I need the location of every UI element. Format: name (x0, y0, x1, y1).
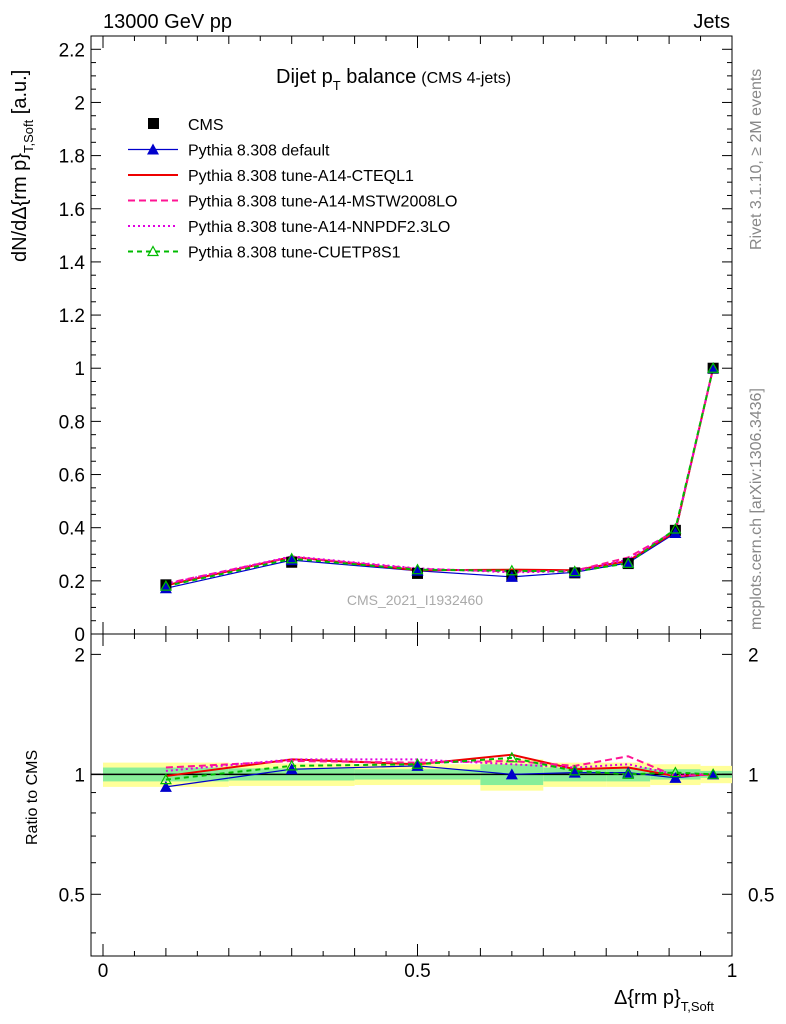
y-tick-label: 2.2 (59, 40, 85, 61)
series-line-ratio (165, 753, 714, 778)
legend-label: Pythia 8.308 tune-A14-NNPDF2.3LO (188, 219, 450, 236)
y-tick-label: 1 (74, 359, 85, 380)
series-markers (159, 361, 720, 792)
ratio-tick-label: 0.5 (59, 885, 85, 906)
header-left: 13000 GeV pp (103, 11, 232, 33)
data-point-open-triangle (159, 579, 172, 591)
legend-label: Pythia 8.308 default (188, 143, 330, 160)
analysis-watermark: CMS_2021_I1932460 (347, 592, 483, 608)
legend: CMS Pythia 8.308 default Pythia 8.308 tune… (128, 117, 457, 262)
data-point-open-triangle (411, 758, 424, 769)
series-line-main (165, 368, 714, 589)
data-point-triangle (568, 566, 581, 578)
data-point-triangle (411, 564, 424, 576)
series-lines (165, 367, 715, 788)
data-point-open-triangle (146, 245, 160, 257)
legend-label: Pythia 8.308 tune-A14-CTEQL1 (188, 168, 414, 185)
chart-title: Dijet pT balance (CMS 4-jets) (276, 66, 511, 93)
data-point-triangle (669, 771, 682, 783)
data-point-open-triangle (285, 552, 298, 564)
rivet-label: Rivet 3.1.10, ≥ 2M events (748, 69, 765, 250)
ratio-y-axis-label: Ratio to CMS (24, 750, 41, 845)
y-axis-label: dN/dΔ{rm p}T,Soft [a.u.] (9, 70, 36, 262)
data-point-triangle (622, 556, 635, 568)
series-line-ratio (165, 756, 714, 781)
series-line-main (165, 367, 715, 587)
ratio-tick-label-right: 1 (748, 765, 759, 786)
x-tick-label: 1 (727, 961, 738, 982)
data-point-open-triangle (707, 361, 720, 373)
data-point-open-triangle (707, 768, 720, 779)
data-point-open-triangle (505, 751, 518, 763)
data-point-open-triangle (622, 768, 635, 779)
legend-marker-cms (148, 118, 159, 129)
header-right: Jets (693, 11, 730, 33)
series-line-main (165, 367, 715, 586)
data-point-triangle (147, 143, 159, 155)
data-point-open-triangle (285, 759, 298, 771)
x-tick-label: 0 (98, 961, 109, 982)
data-point-open-triangle (669, 522, 682, 534)
data-point-triangle (707, 768, 720, 780)
y-tick-label: 0.4 (59, 519, 86, 540)
series-line-main (165, 367, 715, 585)
y-tick-label: 0 (74, 625, 85, 646)
y-tick-label: 0.6 (59, 466, 85, 487)
x-axis-label: Δ{rm p}T,Soft (614, 987, 714, 1014)
y-tick-label: 1.4 (59, 253, 86, 274)
y-tick-label: 1.2 (59, 306, 85, 327)
ratio-tick-label: 1 (74, 765, 85, 786)
ratio-tick-label-right: 0.5 (748, 885, 774, 906)
data-point-triangle (159, 780, 172, 792)
data-point-open-triangle (568, 764, 581, 776)
data-point-triangle (505, 570, 518, 582)
ratio-tick-label-right: 2 (748, 645, 759, 666)
ratio-plot-frame (90, 633, 733, 957)
data-point-open-triangle (568, 565, 581, 577)
series-line-main (165, 367, 715, 588)
data-point-open-triangle (411, 563, 424, 575)
y-tick-label: 0.2 (59, 572, 85, 593)
axis-ticks: 0 0.2 0.4 0.6 0.8 1 1.2 1.4 1.6 1.8 2 2.2 0.5 0.5 1 1 2 2… (59, 35, 774, 982)
x-tick-label: 0.5 (404, 961, 430, 982)
data-point-triangle (707, 362, 720, 374)
y-tick-label: 1.8 (59, 147, 85, 168)
data-point-triangle (505, 768, 518, 780)
data-point-open-triangle (669, 766, 682, 778)
y-tick-label: 2 (74, 93, 85, 114)
ratio-tick-label: 2 (74, 645, 85, 666)
legend-label: Pythia 8.308 tune-CUETP8S1 (188, 245, 401, 262)
series-line-ratio (165, 765, 714, 788)
legend-label: CMS (188, 117, 224, 134)
data-point-open-triangle (622, 557, 635, 568)
data-point-open-triangle (159, 773, 172, 785)
legend-label: Pythia 8.308 tune-A14-MSTW2008LO (188, 194, 457, 211)
data-point-open-triangle (505, 564, 518, 576)
data-point-triangle (285, 763, 298, 775)
y-tick-label: 0.8 (59, 412, 85, 433)
y-tick-label: 1.6 (59, 200, 85, 221)
mcplots-label: mcplots.cern.ch [arXiv:1306.3436] (748, 388, 765, 630)
